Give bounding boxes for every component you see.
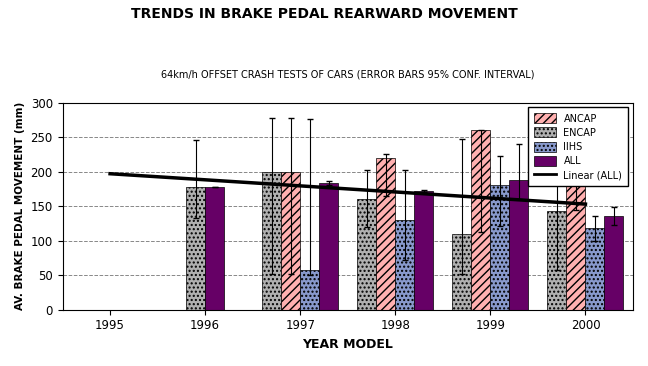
- Bar: [186, 187, 205, 310]
- Bar: [452, 234, 471, 310]
- Y-axis label: AV. BRAKE PEDAL MOVEMENT (mm): AV. BRAKE PEDAL MOVEMENT (mm): [15, 102, 25, 310]
- Bar: [300, 270, 319, 310]
- X-axis label: YEAR MODEL: YEAR MODEL: [303, 338, 393, 351]
- Legend: ANCAP, ENCAP, IIHS, ALL, Linear (ALL): ANCAP, ENCAP, IIHS, ALL, Linear (ALL): [528, 108, 628, 186]
- Bar: [319, 183, 338, 310]
- Title: 64km/h OFFSET CRASH TESTS OF CARS (ERROR BARS 95% CONF. INTERVAL): 64km/h OFFSET CRASH TESTS OF CARS (ERROR…: [161, 70, 535, 80]
- Bar: [281, 172, 300, 310]
- Bar: [566, 151, 585, 310]
- Bar: [509, 180, 528, 310]
- Bar: [585, 228, 605, 310]
- Bar: [357, 199, 376, 310]
- Bar: [491, 186, 509, 310]
- Bar: [205, 187, 224, 310]
- Bar: [548, 211, 566, 310]
- Bar: [376, 158, 395, 310]
- Bar: [395, 220, 414, 310]
- Bar: [605, 216, 623, 310]
- Bar: [262, 172, 281, 310]
- Bar: [471, 130, 491, 310]
- Bar: [414, 191, 434, 310]
- Text: TRENDS IN BRAKE PEDAL REARWARD MOVEMENT: TRENDS IN BRAKE PEDAL REARWARD MOVEMENT: [131, 7, 517, 21]
